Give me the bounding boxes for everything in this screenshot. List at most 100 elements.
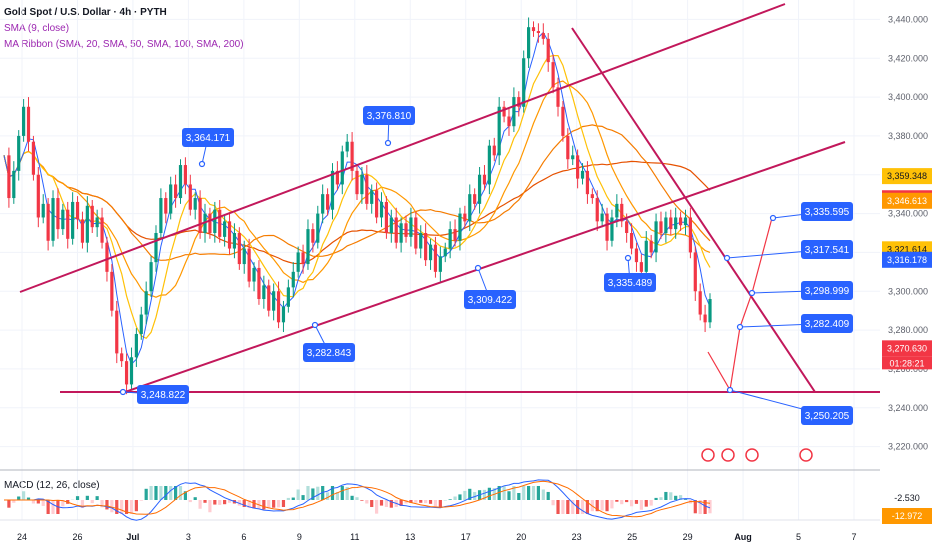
macd-histogram-bar xyxy=(644,500,648,507)
candle-body xyxy=(600,213,604,222)
candle-body xyxy=(625,221,629,233)
macd-histogram-bar xyxy=(208,500,212,513)
candle-body xyxy=(531,27,536,32)
x-tick-label: 7 xyxy=(851,532,856,542)
macd-histogram-bar xyxy=(384,500,389,507)
macd-histogram-bar xyxy=(355,497,359,500)
candle-body xyxy=(620,203,624,222)
callout-box xyxy=(801,281,853,300)
candle-body xyxy=(693,252,697,292)
macd-histogram-bar xyxy=(7,500,11,508)
candle-body xyxy=(678,217,683,226)
candle-body xyxy=(311,229,315,243)
chart-title: Gold Spot / U.S. Dollar · 4h · PYTH xyxy=(4,7,167,18)
macd-histogram-bar xyxy=(438,500,442,507)
macd-histogram-bar xyxy=(433,500,438,507)
candle-body xyxy=(237,233,241,265)
macd-histogram-bar xyxy=(580,500,585,514)
callout-anchor-point xyxy=(769,214,777,222)
callout-anchor-point xyxy=(723,254,731,262)
macd-histogram-bar xyxy=(154,486,158,500)
x-tick-label: 11 xyxy=(350,532,359,542)
candle-body xyxy=(22,106,26,136)
candle-body xyxy=(105,242,109,272)
candle-body xyxy=(365,174,369,204)
macd-histogram-bar xyxy=(360,500,364,501)
macd-histogram-bar xyxy=(41,500,45,506)
price-label-box xyxy=(882,340,932,357)
candle-body xyxy=(473,194,477,204)
macd-histogram-bar xyxy=(502,486,506,500)
ma50-line xyxy=(3,80,711,298)
price-label: 3,321.614 xyxy=(887,244,927,254)
macd-histogram-bar xyxy=(31,500,36,504)
callout-box xyxy=(801,406,853,425)
candle-body xyxy=(110,271,114,311)
candle-body xyxy=(159,198,163,233)
macd-histogram-bar xyxy=(419,500,423,503)
callout-label: 3,364.171 xyxy=(186,133,231,144)
candle-body xyxy=(595,198,599,222)
macd-histogram-bar xyxy=(669,492,673,500)
callout-label: 3,248.822 xyxy=(141,390,186,401)
callout-anchor-point xyxy=(384,139,392,147)
grid xyxy=(0,0,932,521)
macd-histogram-bar xyxy=(26,497,31,500)
macd-histogram-bar xyxy=(90,500,94,504)
callout-label: 3,335.595 xyxy=(805,207,850,218)
candle-body xyxy=(276,291,281,323)
candle-body xyxy=(291,271,295,288)
macd-histogram-bar xyxy=(629,500,634,507)
candle-body xyxy=(306,229,310,265)
ma100-line xyxy=(3,124,711,261)
candle-body xyxy=(316,213,320,243)
candle-body xyxy=(698,291,702,315)
x-tick-label: Aug xyxy=(734,532,752,542)
y-tick-label: 3,240.000 xyxy=(888,403,928,413)
candle-body xyxy=(90,205,94,228)
candle-body xyxy=(80,219,85,243)
macd-histogram-bar xyxy=(556,500,560,514)
macd-histogram-bar xyxy=(51,500,55,514)
candle-body xyxy=(272,291,276,311)
candle-body xyxy=(340,151,344,185)
macd-histogram-bar xyxy=(443,500,447,501)
macd-histogram-bar xyxy=(399,500,403,506)
macd-histogram-bar xyxy=(321,486,325,500)
callout-label: 3,282.409 xyxy=(805,319,850,330)
macd-histogram-bar xyxy=(678,495,683,500)
x-tick-label: 5 xyxy=(796,532,801,542)
macd-histogram-bar xyxy=(330,486,335,500)
callout-label: 3,250.205 xyxy=(805,411,850,422)
candle-body xyxy=(453,229,457,241)
macd-histogram-bar xyxy=(625,500,629,503)
candle-body xyxy=(100,217,104,243)
candle-body xyxy=(468,194,472,222)
candle-body xyxy=(571,155,575,160)
candle-body xyxy=(576,155,580,179)
candle-body xyxy=(124,361,129,385)
candle-body xyxy=(350,141,354,171)
macd-histogram-bar xyxy=(571,500,575,514)
countdown-label: 01:28:21 xyxy=(889,358,924,368)
candle-body xyxy=(75,201,80,220)
candle-body xyxy=(360,174,364,195)
macd-histogram-bar xyxy=(620,500,624,505)
candle-body xyxy=(281,306,286,323)
candle-body xyxy=(566,135,570,160)
callout-anchor-point xyxy=(311,321,319,329)
y-tick-label: 3,220.000 xyxy=(888,442,928,452)
y-tick-label: 3,280.000 xyxy=(888,325,928,335)
macd-histogram-bar xyxy=(561,500,565,514)
macd-histogram-bar xyxy=(12,500,16,503)
candle-body xyxy=(129,357,134,385)
y-tick-label: 3,300.000 xyxy=(888,286,928,296)
callout-box xyxy=(801,314,853,333)
macd-histogram-bar xyxy=(703,500,707,514)
macd-histogram-bar xyxy=(551,500,555,506)
candle-body xyxy=(227,221,232,249)
candle-body xyxy=(193,198,197,210)
candle-body xyxy=(688,217,692,253)
price-label-box xyxy=(882,251,932,268)
